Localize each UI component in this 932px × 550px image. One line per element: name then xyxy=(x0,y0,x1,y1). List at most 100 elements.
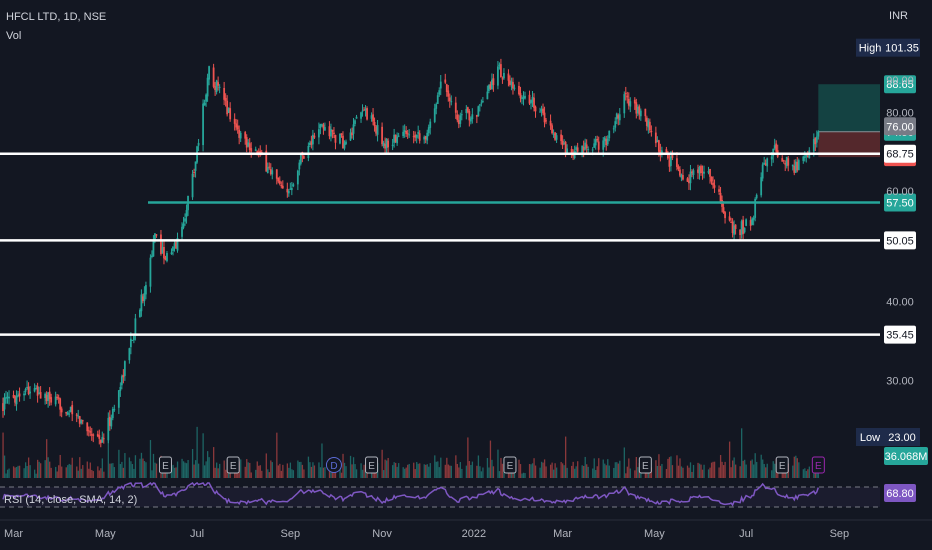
event-marker-glyph: E xyxy=(368,461,375,472)
candle-body xyxy=(572,153,575,157)
volume-bar xyxy=(349,455,352,478)
earnings-icon[interactable] xyxy=(158,456,172,474)
rsi-line xyxy=(2,481,820,507)
volume-bar xyxy=(68,463,70,478)
price-tag[interactable] xyxy=(884,144,916,163)
volume-bar xyxy=(700,464,702,478)
candle-body xyxy=(57,397,60,399)
candle-body xyxy=(151,255,153,258)
volume-bar xyxy=(438,467,440,478)
candle-body xyxy=(60,408,63,413)
volume-bar xyxy=(55,466,57,478)
volume-bar xyxy=(682,467,684,478)
volume-bar xyxy=(265,453,267,478)
candle-body xyxy=(280,184,283,187)
volume-bar xyxy=(518,459,520,478)
candle-body xyxy=(107,417,110,441)
candle-body xyxy=(764,163,767,165)
volume-bar xyxy=(225,469,227,478)
volume-bar xyxy=(249,462,251,478)
volume-bar xyxy=(393,462,395,478)
earnings-icon[interactable] xyxy=(226,456,240,474)
candle-body xyxy=(48,391,51,399)
earnings-icon[interactable] xyxy=(775,456,789,474)
volume-bar xyxy=(491,459,493,478)
earnings-icon[interactable] xyxy=(811,456,825,474)
candle-body xyxy=(286,188,289,193)
price-tag[interactable] xyxy=(884,325,916,344)
high-value-tag xyxy=(884,38,920,57)
price-axis[interactable]: 30.0035.4540.0050.0557.5060.0067.9068.75… xyxy=(856,38,928,502)
symbol-title[interactable]: HFCL LTD, 1D, NSE xyxy=(6,11,107,23)
earnings-icon[interactable] xyxy=(503,456,517,474)
candle-body xyxy=(531,96,534,102)
time-tick-label: Jul xyxy=(190,528,204,540)
candle-body xyxy=(26,387,28,389)
volume-bar xyxy=(404,468,406,478)
candle-body xyxy=(448,97,451,102)
candle-body xyxy=(460,114,463,116)
candle-body xyxy=(576,147,579,152)
volume-bar xyxy=(258,465,260,478)
event-marker-glyph: E xyxy=(507,461,514,472)
candle-body xyxy=(656,140,659,142)
earnings-icon[interactable] xyxy=(365,456,379,474)
candle-body xyxy=(692,170,695,175)
candle-body xyxy=(403,130,406,132)
volume-bar xyxy=(598,458,600,478)
candle-body xyxy=(596,138,599,141)
volume-bar xyxy=(534,465,537,478)
volume-bar xyxy=(701,469,704,478)
candle-body xyxy=(781,158,784,162)
price-tag-label: 35.45 xyxy=(886,330,914,342)
candle-body xyxy=(752,217,755,220)
volume-bar xyxy=(6,469,9,478)
candle-body xyxy=(86,422,89,432)
volume-bar xyxy=(319,467,322,478)
candle-body xyxy=(307,146,310,159)
price-tag[interactable] xyxy=(884,193,916,212)
price-tag[interactable] xyxy=(884,75,916,94)
volume-bar xyxy=(586,464,588,478)
candle-body xyxy=(510,81,513,85)
candle-body xyxy=(703,171,705,174)
volume-bar xyxy=(766,463,768,478)
candle-body xyxy=(770,156,773,160)
candle-body xyxy=(524,95,526,99)
volume-bar xyxy=(197,463,200,478)
price-tag[interactable] xyxy=(884,231,916,250)
volume-bar xyxy=(686,465,689,478)
candle-body xyxy=(498,64,501,66)
volume-legend-label[interactable]: Vol xyxy=(6,30,22,42)
time-tick-label: May xyxy=(644,528,665,540)
candle-body xyxy=(638,106,641,115)
volume-bar xyxy=(731,460,734,478)
candle-body xyxy=(478,104,481,106)
volume-bar xyxy=(352,457,355,478)
volume-bar xyxy=(671,465,674,478)
volume-bar xyxy=(455,455,457,478)
candle-body xyxy=(247,142,250,147)
dividend-icon[interactable] xyxy=(325,457,342,473)
volume-bar xyxy=(581,465,583,478)
volume-bar xyxy=(268,472,270,478)
candle-body xyxy=(742,219,745,234)
candle-body xyxy=(605,139,608,146)
currency-label[interactable]: INR xyxy=(889,10,908,22)
volume-bar xyxy=(154,462,156,478)
volume-bar xyxy=(70,464,72,478)
volume-bar xyxy=(659,465,662,478)
candle-body xyxy=(739,229,742,236)
price-tag[interactable] xyxy=(884,117,916,136)
volume-bar xyxy=(46,439,48,478)
earnings-icon[interactable] xyxy=(638,456,652,474)
candle-body xyxy=(382,142,385,146)
volume-bar xyxy=(80,468,82,478)
time-axis[interactable]: Mar May Jul Sep Nov 2022 Mar May Jul Sep xyxy=(0,519,932,540)
volume-bar xyxy=(113,467,116,478)
candle-body xyxy=(360,112,362,119)
horizontal-levels[interactable] xyxy=(0,152,880,336)
candle-body xyxy=(5,397,7,399)
